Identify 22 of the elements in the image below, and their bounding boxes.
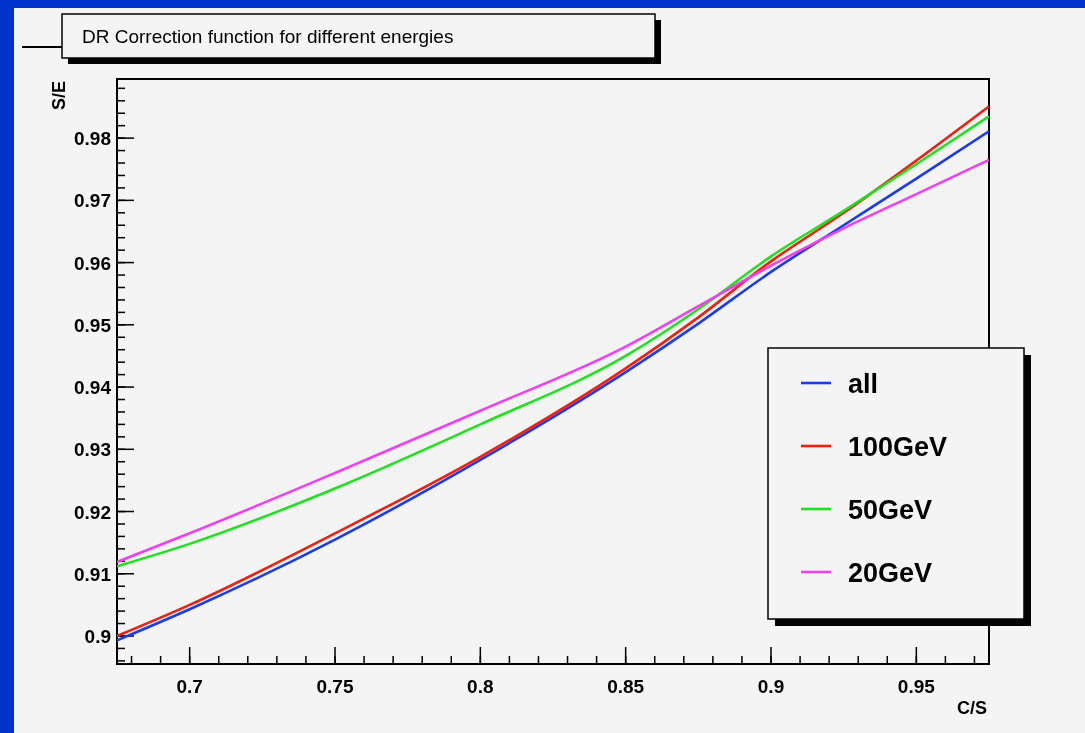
x-tick-label: 0.9 (757, 676, 785, 697)
x-tick-label: 0.85 (607, 676, 645, 697)
x-tick-label: 0.95 (897, 676, 936, 697)
y-tick-label: 0.92 (74, 501, 111, 523)
y-tick-label: 0.97 (74, 190, 111, 212)
x-axis-title: C/S (956, 698, 987, 718)
y-tick-label: 0.96 (74, 252, 111, 274)
x-tick-label: 0.75 (316, 676, 354, 697)
y-axis-title: S/E (49, 81, 69, 111)
y-tick-label: 0.93 (74, 439, 111, 461)
y-tick-label: 0.95 (74, 314, 112, 336)
x-tick-label: 0.7 (176, 676, 203, 697)
legend-label: 100GeV (848, 432, 948, 462)
legend-label: all (848, 369, 879, 399)
y-tick-label: 0.98 (74, 128, 111, 150)
y-tick-label: 0.91 (74, 563, 112, 585)
y-tick-label: 0.94 (74, 377, 112, 399)
y-tick-label: 0.9 (84, 625, 111, 647)
chart-title: DR Correction function for different energies (82, 26, 454, 47)
x-tick-label: 0.8 (467, 676, 494, 697)
legend-label: 50GeV (848, 495, 933, 525)
legend-label: 20GeV (848, 558, 933, 588)
